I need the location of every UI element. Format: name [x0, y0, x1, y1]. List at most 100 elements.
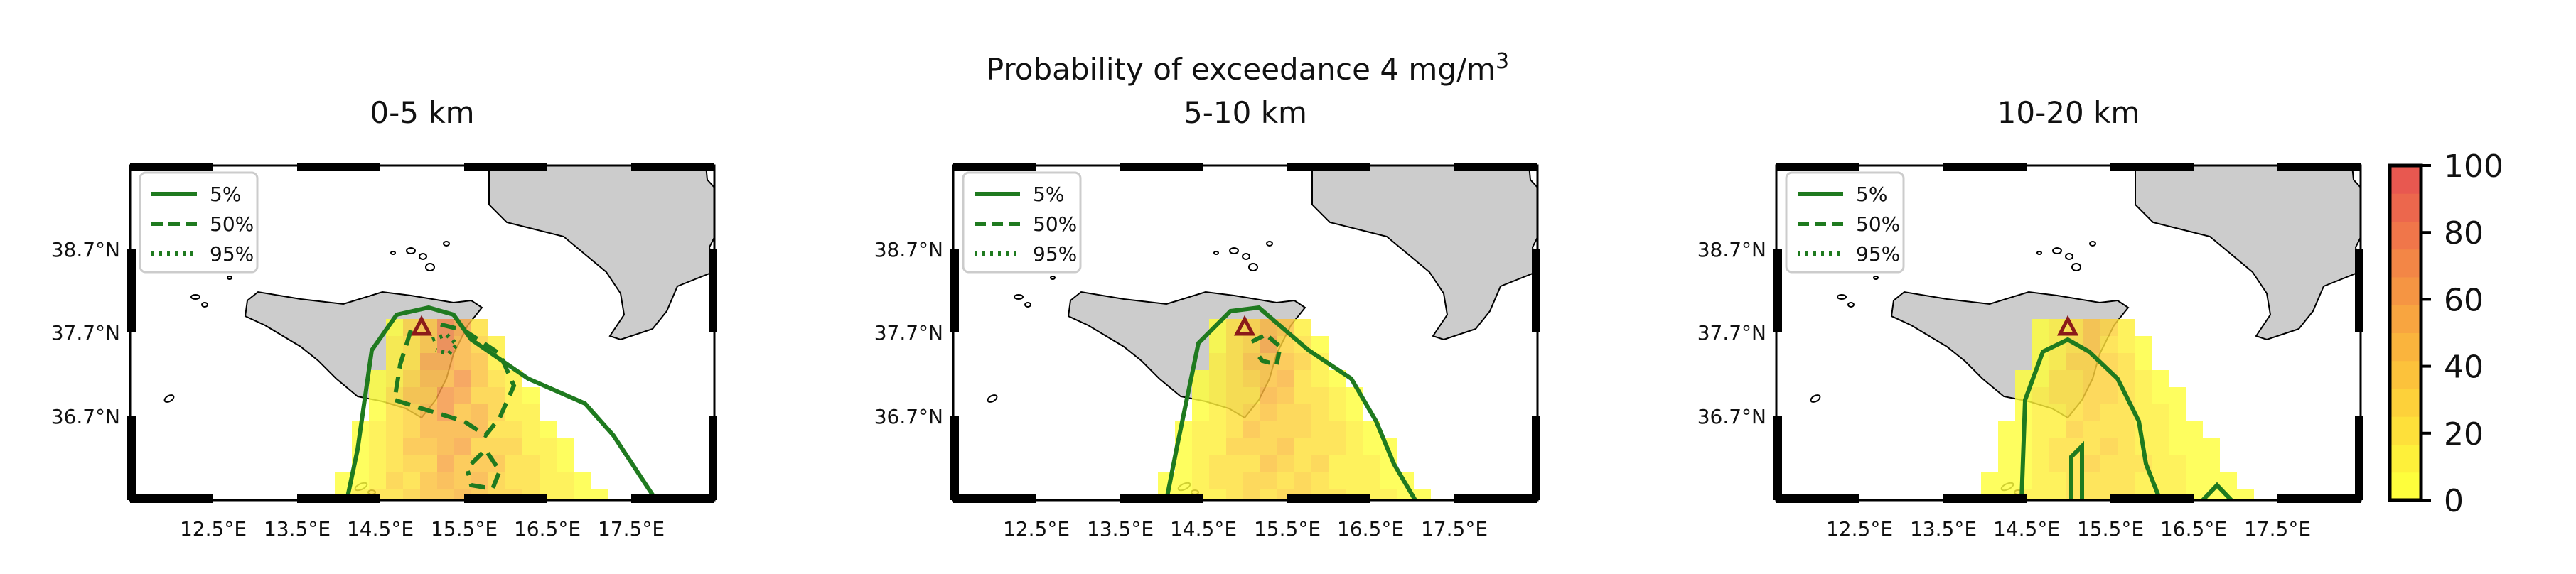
- heatmap-cell: [471, 387, 488, 404]
- heatmap-cell: [1260, 455, 1277, 472]
- heatmap-cell: [1998, 455, 2015, 472]
- heatmap-cell: [454, 370, 471, 387]
- heatmap-cell: [522, 472, 540, 489]
- heatmap-cell: [454, 404, 471, 421]
- heatmap-cell: [2186, 421, 2203, 438]
- heatmap-cell: [2152, 438, 2169, 455]
- heatmap-cell: [1260, 404, 1277, 421]
- heatmap-cell: [437, 370, 454, 387]
- heatmap-cell: [1363, 455, 1380, 472]
- colorbar-band: [2390, 389, 2421, 417]
- x-tick-label: 13.5°E: [1910, 517, 1977, 541]
- colorbar-band: [2390, 277, 2421, 305]
- heatmap-cell: [420, 353, 437, 370]
- contour-5pct: [2069, 440, 2084, 500]
- heatmap-cell: [2032, 489, 2049, 500]
- map-frame: [950, 163, 1540, 503]
- y-tick-label: 38.7°N: [1697, 238, 1766, 261]
- heatmap-cell: [2100, 404, 2118, 421]
- heatmap-cell: [1209, 421, 1226, 438]
- heatmap-cell: [2118, 421, 2135, 438]
- x-tick-label: 14.5°E: [1170, 517, 1237, 541]
- heatmap-cell: [1260, 472, 1277, 489]
- heatmap-cell: [2186, 472, 2203, 489]
- heatmap-cell: [1243, 404, 1260, 421]
- map-panel: 0-5 km 5% 50% 95% 12.5°E 13.5°E 14.5°E 15.5°E 16…: [51, 95, 717, 541]
- figure-title: Probability of exceedance 4 mg/m3: [986, 49, 1509, 87]
- colorbar-band: [2390, 444, 2421, 473]
- heatmap-cell: [1243, 387, 1260, 404]
- heatmap-cell: [1243, 353, 1260, 370]
- y-tick-label: 38.7°N: [874, 238, 943, 261]
- heatmap-cell: [1998, 438, 2015, 455]
- heatmap-cell: [1380, 472, 1397, 489]
- heatmap-cell: [2118, 336, 2135, 353]
- map-frame: [1773, 163, 2363, 503]
- heatmap-cell: [2152, 370, 2169, 387]
- heatmap-cell: [1346, 455, 1363, 472]
- colorbar-tick-label: 100: [2444, 148, 2503, 185]
- heatmap-cell: [403, 438, 420, 455]
- heatmap-cell: [2083, 370, 2100, 387]
- colorbar-band: [2390, 416, 2421, 445]
- heatmap-cell: [1192, 455, 1209, 472]
- heatmap-cell: [1329, 387, 1346, 404]
- heatmap-cell: [2135, 353, 2152, 370]
- y-tick-label: 37.7°N: [1697, 321, 1766, 345]
- heatmap-cell: [1311, 336, 1329, 353]
- heatmap-cell: [522, 387, 540, 404]
- heatmap-cell: [1329, 421, 1346, 438]
- heatmap-cell: [1243, 472, 1260, 489]
- heatmap-cell: [1329, 404, 1346, 421]
- heatmap-cell: [403, 404, 420, 421]
- panel-title: 10-20 km: [1997, 95, 2140, 130]
- heatmap-cell: [2032, 455, 2049, 472]
- heatmap-cell: [1346, 438, 1363, 455]
- heatmap-cell: [557, 489, 574, 500]
- heatmap-cell: [420, 370, 437, 387]
- heatmap-cell: [437, 421, 454, 438]
- colorbar-tick-label: 0: [2444, 483, 2464, 519]
- heatmap-cell: [1294, 421, 1311, 438]
- heatmap-cell: [522, 455, 540, 472]
- x-tick-label: 15.5°E: [2077, 517, 2144, 541]
- heatmap-cell: [1226, 421, 1243, 438]
- heatmap-cell: [420, 438, 437, 455]
- heatmap-cell: [1277, 455, 1294, 472]
- colorbar-band: [2390, 249, 2421, 278]
- heatmap-cell: [369, 387, 386, 404]
- colorbar-band: [2390, 332, 2421, 362]
- heatmap-cell: [522, 438, 540, 455]
- x-tick-label: 16.5°E: [514, 517, 581, 541]
- x-tick-label: 13.5°E: [264, 517, 331, 541]
- heatmap-cell: [386, 421, 403, 438]
- heatmap-cell: [1209, 387, 1226, 404]
- panel-title: 5-10 km: [1184, 95, 1307, 130]
- heatmap-cell: [522, 421, 540, 438]
- heatmap-cell: [505, 438, 522, 455]
- heatmap-cell: [471, 353, 488, 370]
- heatmap-cell: [2203, 455, 2220, 472]
- heatmap-cell: [505, 404, 522, 421]
- heatmap-cell: [2066, 353, 2083, 370]
- heatmap-cell: [437, 336, 454, 353]
- heatmap-cell: [471, 404, 488, 421]
- heatmap-cell: [2032, 438, 2049, 455]
- heatmap-cell: [2118, 319, 2135, 336]
- colorbar: 100 80 60 40 20 0: [2388, 148, 2503, 519]
- legend: 5% 50% 95%: [139, 171, 259, 274]
- heatmap-cell: [386, 370, 403, 387]
- heatmap-cell: [2118, 438, 2135, 455]
- legend-label: 5%: [1856, 183, 1887, 206]
- heatmap-cell: [1209, 336, 1226, 353]
- heatmap-cell: [369, 404, 386, 421]
- heatmap-cell: [488, 387, 505, 404]
- x-tick-label: 17.5°E: [2244, 517, 2311, 541]
- heatmap-field: [1158, 319, 1431, 500]
- contour-5pct: [2019, 337, 2162, 500]
- heatmap-cell: [2032, 387, 2049, 404]
- contour-50pct: [466, 446, 503, 492]
- heatmap-cell: [386, 438, 403, 455]
- heatmap-cell: [369, 370, 386, 387]
- heatmap-cell: [1226, 472, 1243, 489]
